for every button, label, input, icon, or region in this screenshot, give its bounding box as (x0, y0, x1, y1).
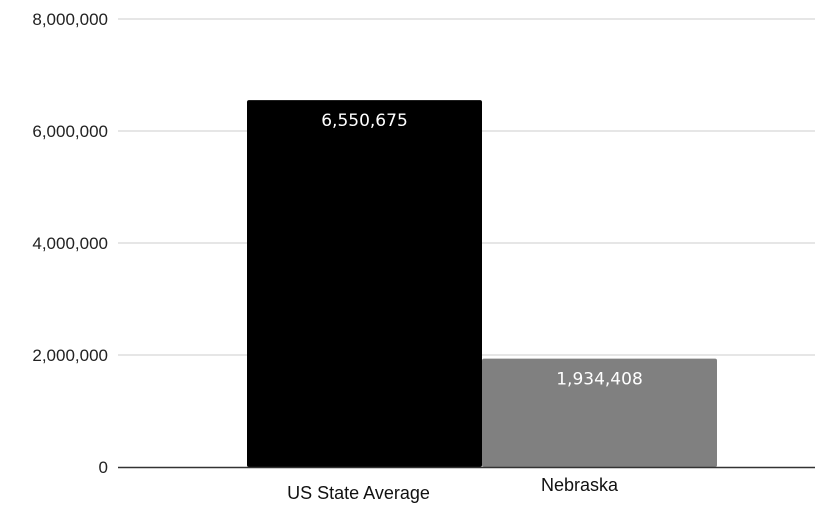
bars (247, 100, 717, 467)
y-tick-label: 4,000,000 (32, 234, 108, 253)
bar-data-label: 6,550,675 (321, 111, 408, 131)
bar (247, 100, 482, 467)
bar (482, 358, 717, 467)
y-tick-label: 2,000,000 (32, 346, 108, 365)
y-tick-label: 8,000,000 (32, 10, 108, 29)
x-category-label: Nebraska (541, 475, 619, 495)
bar-data-label: 1,934,408 (556, 370, 643, 390)
y-tick-label: 0 (99, 458, 108, 477)
y-axis-tick-labels: 0 2,000,000 4,000,000 6,000,000 8,000,000 (32, 10, 108, 477)
x-category-label: US State Average (287, 483, 430, 503)
y-tick-label: 6,000,000 (32, 122, 108, 141)
x-axis-category-labels: US State Average Nebraska (287, 475, 619, 503)
bar-data-labels: 6,550,675 1,934,408 (321, 111, 643, 390)
